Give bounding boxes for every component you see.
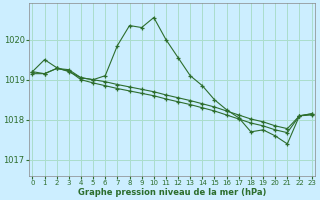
- X-axis label: Graphe pression niveau de la mer (hPa): Graphe pression niveau de la mer (hPa): [78, 188, 266, 197]
